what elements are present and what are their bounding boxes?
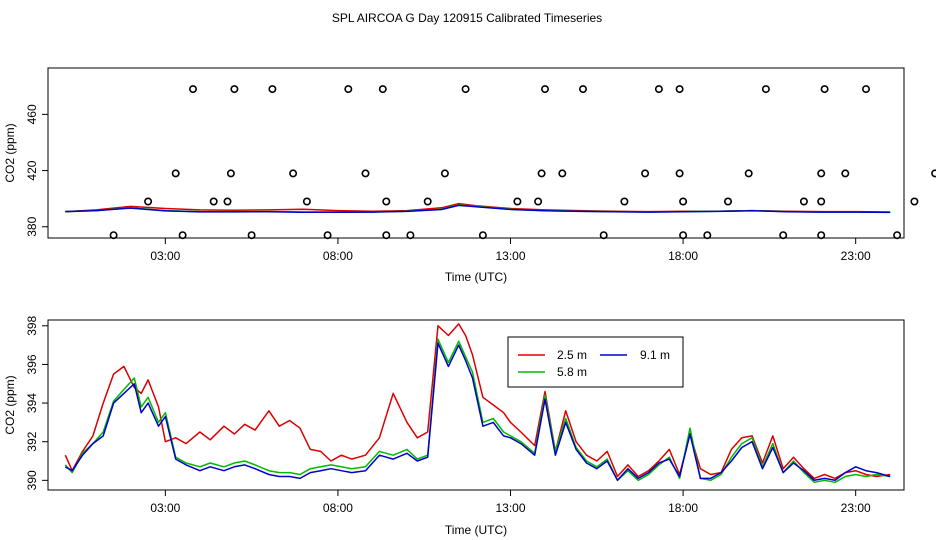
data-point — [723, 197, 732, 206]
x-tick-label: 08:00 — [323, 501, 353, 515]
data-point — [841, 169, 850, 178]
data-point — [378, 85, 387, 94]
x-tick-label: 18:00 — [668, 501, 698, 515]
data-point — [361, 169, 370, 178]
data-point — [478, 231, 487, 240]
x-tick-label: 23:00 — [841, 249, 871, 263]
top-y-axis-label: CO2 (ppm) — [3, 123, 17, 182]
data-point — [226, 169, 235, 178]
top-series-lines — [65, 202, 891, 214]
bottom-y-axis: 390 392 394 396 398 — [25, 315, 48, 490]
data-point — [620, 197, 629, 206]
series-line-9-1-m — [65, 204, 891, 214]
data-point — [893, 231, 902, 240]
data-point — [178, 231, 187, 240]
data-point — [817, 197, 826, 206]
data-point — [268, 85, 277, 94]
x-tick-label: 03:00 — [150, 249, 180, 263]
data-point — [861, 85, 870, 94]
data-point — [109, 231, 118, 240]
data-point — [641, 169, 650, 178]
data-point — [247, 231, 256, 240]
x-tick-label: 08:00 — [323, 249, 353, 263]
top-panel: 03:00 08:00 13:00 18:00 23:00 380 420 460 Time… — [3, 67, 936, 284]
bottom-y-axis-label: CO2 (ppm) — [3, 375, 17, 434]
data-point — [344, 85, 353, 94]
data-point — [931, 169, 936, 178]
series-line-5-8-m — [64, 338, 891, 484]
data-point — [558, 169, 567, 178]
data-point — [302, 197, 311, 206]
data-point — [675, 169, 684, 178]
y-tick-label: 460 — [25, 104, 39, 124]
data-point — [513, 197, 522, 206]
y-tick-label: 398 — [25, 315, 39, 335]
bottom-x-axis-label: Time (UTC) — [445, 523, 507, 537]
y-tick-label: 394 — [25, 393, 39, 413]
data-point — [703, 231, 712, 240]
top-plot-frame — [47, 67, 905, 239]
x-tick-label: 13:00 — [496, 249, 526, 263]
data-point — [230, 85, 239, 94]
top-y-axis: 380 420 460 — [25, 104, 48, 237]
data-point — [209, 197, 218, 206]
data-point — [423, 197, 432, 206]
chart-title: SPL AIRCOA G Day 120915 Calibrated Times… — [332, 11, 602, 25]
data-point — [382, 231, 391, 240]
x-tick-label: 23:00 — [841, 501, 871, 515]
bottom-panel: 03:00 08:00 13:00 18:00 23:00 39039239439639… — [3, 315, 905, 537]
data-point — [679, 231, 688, 240]
data-point — [223, 197, 232, 206]
top-x-axis: 03:00 08:00 13:00 18:00 23:00 — [150, 238, 871, 263]
y-tick-label: 390 — [25, 470, 39, 490]
top-scatter-points — [109, 85, 936, 240]
data-point — [406, 231, 415, 240]
data-point — [289, 169, 298, 178]
y-tick-label: 420 — [25, 160, 39, 180]
data-point — [675, 85, 684, 94]
series-line-2-5-m — [64, 323, 891, 480]
data-point — [382, 197, 391, 206]
data-point — [679, 197, 688, 206]
data-point — [171, 169, 180, 178]
legend: 2.5 m 9.1 m 5.8 m — [507, 336, 684, 388]
bottom-plot-frame — [47, 319, 905, 491]
legend-label-2-5m: 2.5 m — [557, 348, 587, 362]
x-tick-label: 03:00 — [150, 501, 180, 515]
data-point — [534, 197, 543, 206]
data-point — [189, 85, 198, 94]
series-line-9-1-m — [64, 342, 891, 482]
y-tick-label: 396 — [25, 354, 39, 374]
data-point — [323, 231, 332, 240]
data-point — [820, 85, 829, 94]
data-point — [910, 197, 919, 206]
legend-label-5-8m: 5.8 m — [557, 365, 587, 379]
data-point — [578, 85, 587, 94]
bottom-series-lines — [64, 323, 891, 484]
top-x-axis-label: Time (UTC) — [445, 270, 507, 284]
x-tick-label: 18:00 — [668, 249, 698, 263]
x-tick-label: 13:00 — [496, 501, 526, 515]
y-tick-label: 380 — [25, 216, 39, 236]
data-point — [440, 169, 449, 178]
data-point — [144, 197, 153, 206]
data-point — [779, 231, 788, 240]
y-tick-label: 392 — [25, 431, 39, 451]
data-point — [817, 231, 826, 240]
data-point — [599, 231, 608, 240]
data-point — [761, 85, 770, 94]
legend-label-9-1m: 9.1 m — [640, 348, 670, 362]
legend-box — [507, 336, 684, 388]
bottom-x-axis: 03:00 08:00 13:00 18:00 23:00 — [150, 490, 871, 515]
data-point — [799, 197, 808, 206]
data-point — [654, 85, 663, 94]
data-point — [537, 169, 546, 178]
data-point — [540, 85, 549, 94]
data-point — [461, 85, 470, 94]
data-point — [817, 169, 826, 178]
data-point — [744, 169, 753, 178]
